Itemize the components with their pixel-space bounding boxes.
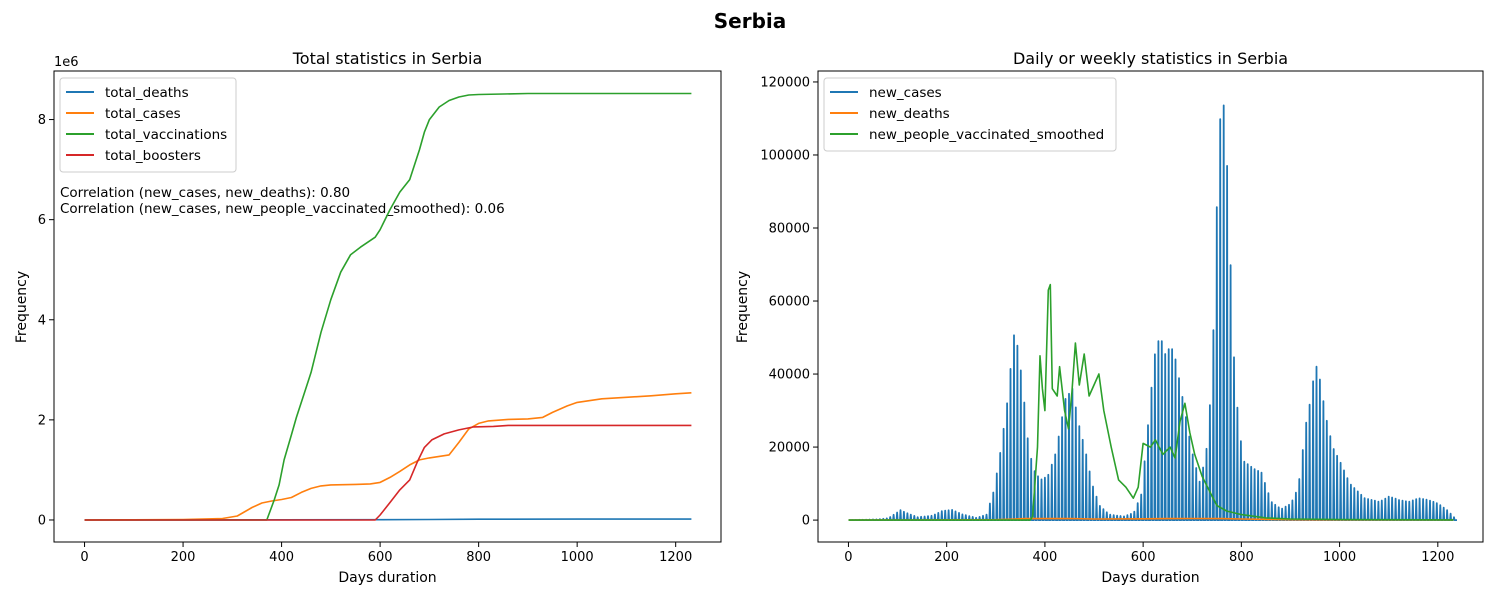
y-tick-label: 80000 <box>769 222 810 237</box>
series-new_people_vaccinated_smoothed <box>848 283 1454 521</box>
series-total_vaccinations <box>84 92 692 521</box>
x-tick-label: 400 <box>1032 550 1057 565</box>
chart-title: Daily or weekly statistics in Serbia <box>1013 49 1288 68</box>
series-new_deaths <box>848 517 1454 521</box>
x-tick-label: 0 <box>80 550 88 565</box>
x-tick-label: 1200 <box>659 550 692 565</box>
series-line <box>848 517 1454 521</box>
correlation-annotation-1: Correlation (new_cases, new_deaths): 0.8… <box>60 185 350 201</box>
y-tick-label: 6 <box>38 213 46 228</box>
y-offset-label: 1e6 <box>54 55 79 70</box>
x-tick-label: 1200 <box>1421 550 1454 565</box>
y-tick-label: 120000 <box>760 75 810 90</box>
series-total_cases <box>84 392 692 521</box>
y-tick-label: 60000 <box>769 295 810 310</box>
x-axis-label: Days duration <box>338 570 436 586</box>
y-axis-label: Frequency <box>14 271 30 343</box>
series-line <box>848 104 1457 521</box>
legend-box <box>823 77 1117 152</box>
x-tick-label: 600 <box>1131 550 1156 565</box>
y-tick-label: 40000 <box>769 368 810 383</box>
series-line <box>84 424 692 521</box>
axes-frame <box>817 70 1484 543</box>
series-line <box>848 283 1454 521</box>
chart-panel-daily: Daily or weekly statistics in Serbia Day… <box>735 49 1484 586</box>
figure-suptitle: Serbia <box>714 9 787 33</box>
y-tick-label: 0 <box>38 513 46 528</box>
y-tick-label: 2 <box>38 413 46 428</box>
x-tick-label: 1000 <box>561 550 594 565</box>
series-line <box>84 392 692 521</box>
x-tick-label: 0 <box>844 550 852 565</box>
x-tick-label: 800 <box>1229 550 1254 565</box>
legend-label: total_boosters <box>105 148 201 164</box>
legend: new_cases new_deaths new_people_vaccinated… <box>823 77 1117 152</box>
legend-label: total_cases <box>105 106 181 122</box>
y-tick-label: 20000 <box>769 441 810 456</box>
legend-label: total_deaths <box>105 85 189 101</box>
x-tick-label: 800 <box>466 550 491 565</box>
y-tick-label: 100000 <box>760 148 810 163</box>
correlation-annotation-2: Correlation (new_cases, new_people_vacci… <box>60 201 505 217</box>
y-axis-label: Frequency <box>735 271 751 343</box>
series-total_boosters <box>84 424 692 521</box>
legend-label: new_people_vaccinated_smoothed <box>869 127 1104 143</box>
series-new_cases <box>848 104 1457 521</box>
x-tick-label: 200 <box>171 550 196 565</box>
legend-label: new_deaths <box>869 106 950 122</box>
y-tick-label: 4 <box>38 313 46 328</box>
series-line <box>84 92 692 521</box>
legend-box <box>59 77 237 173</box>
x-tick-label: 400 <box>269 550 294 565</box>
x-axis-label: Days duration <box>1101 570 1199 586</box>
axes-frame <box>53 70 722 543</box>
y-tick-label: 0 <box>802 514 810 529</box>
legend: total_deaths total_cases total_vaccination… <box>59 77 237 173</box>
y-tick-label: 8 <box>38 113 46 128</box>
chart-title: Total statistics in Serbia <box>292 49 483 68</box>
legend-label: total_vaccinations <box>105 127 227 143</box>
x-tick-label: 200 <box>934 550 959 565</box>
legend-label: new_cases <box>869 85 942 101</box>
x-tick-label: 600 <box>368 550 393 565</box>
x-tick-label: 1000 <box>1323 550 1356 565</box>
chart-panel-total: Total statistics in Serbia Days duration… <box>14 49 722 586</box>
